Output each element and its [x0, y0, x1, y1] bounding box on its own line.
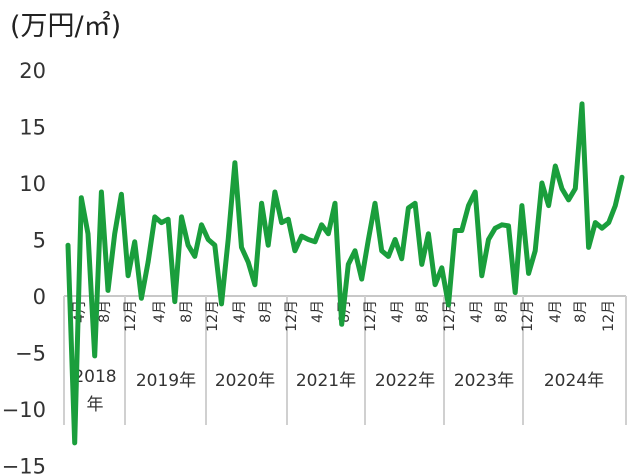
series-line [65, 101, 625, 446]
x-month-label: 8月 [258, 300, 274, 323]
x-year-label: 2018 [73, 367, 116, 387]
x-month-label: 4月 [310, 300, 326, 323]
x-month-label: 8月 [573, 300, 589, 323]
x-month-label: 12月 [205, 300, 221, 332]
x-month-label: 8月 [97, 300, 113, 323]
x-year-label: 2019年 [136, 371, 196, 391]
x-month-label: 4月 [152, 300, 168, 323]
x-axis-labels: 4月 8月 12月 4月 8月 12月 4月 8月 12月 4月 8月 12月 4月 8月 12月 4月 8月 1… [72, 300, 617, 415]
y-axis-ticks: 20 15 10 5 0 −5 −10 −15 [2, 59, 46, 476]
x-year-label-suffix: 年 [87, 395, 104, 415]
x-month-label: 4月 [548, 300, 564, 323]
x-month-label: 4月 [232, 300, 248, 323]
x-month-label: 12月 [520, 300, 536, 332]
y-tick-label: 5 [33, 229, 46, 253]
x-year-label: 2023年 [454, 371, 514, 391]
x-month-label: 12月 [601, 300, 617, 332]
series-layer [65, 101, 625, 446]
x-month-label: 4月 [469, 300, 485, 323]
y-tick-label: −10 [2, 398, 46, 422]
x-month-label: 12月 [442, 300, 458, 332]
x-month-label: 12月 [123, 300, 139, 332]
x-month-label: 8月 [179, 300, 195, 323]
x-year-label: 2022年 [375, 371, 435, 391]
x-year-label: 2021年 [296, 371, 356, 391]
y-tick-label: 10 [19, 172, 46, 196]
y-tick-label: −15 [2, 455, 46, 476]
x-year-label: 2020年 [215, 371, 275, 391]
unit-label: (万円/㎡) [10, 11, 121, 42]
x-month-label: 8月 [415, 300, 431, 323]
x-month-label: 4月 [390, 300, 406, 323]
x-year-label: 2024年 [544, 371, 604, 391]
y-tick-label: 15 [19, 116, 46, 140]
x-month-label: 8月 [494, 300, 510, 323]
y-tick-label: 20 [19, 59, 46, 83]
y-tick-label: 0 [33, 285, 46, 309]
x-month-label: 12月 [363, 300, 379, 332]
x-month-label: 12月 [284, 300, 300, 332]
y-tick-label: −5 [15, 342, 46, 366]
